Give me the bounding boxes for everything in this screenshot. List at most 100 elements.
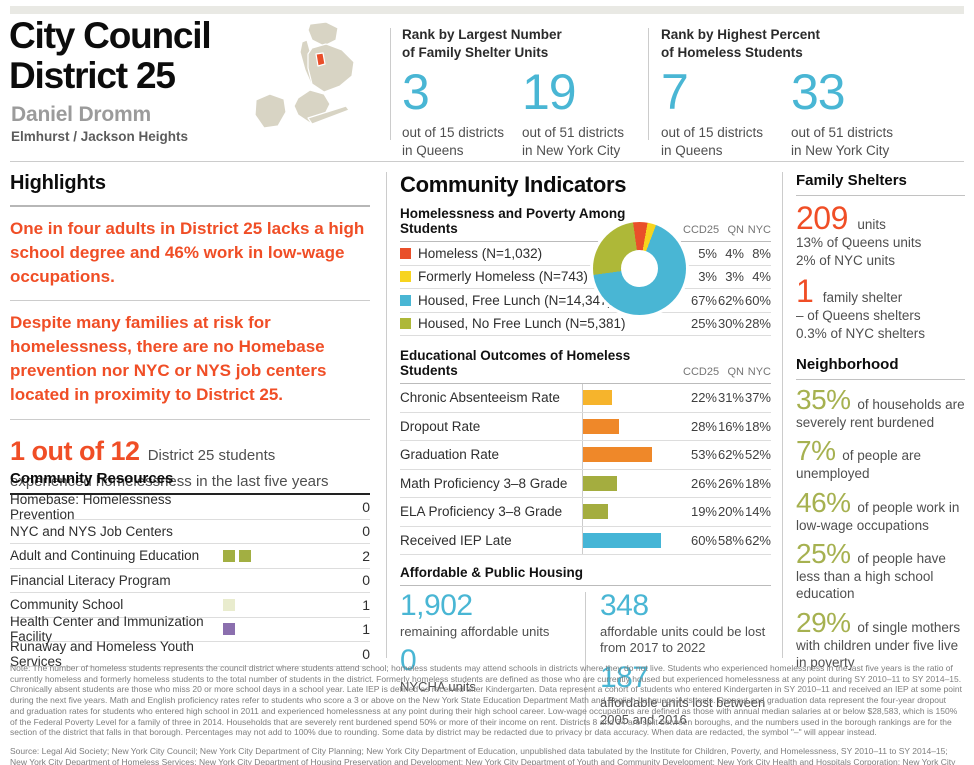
- rank-stat-nyc: 33 out of 51 districts in New York City: [791, 64, 921, 160]
- rank-label: Rank by Highest Percent of Homeless Stud…: [661, 27, 821, 61]
- resource-count: 0: [362, 572, 370, 589]
- map-district-25-highlight: [315, 52, 326, 67]
- column-header: CCD25: [683, 224, 720, 236]
- header-divider-2: [648, 28, 649, 140]
- resource-count: 0: [362, 645, 370, 662]
- highlights-title: Highlights: [10, 172, 370, 207]
- rank-caption: out of 51 districts in New York City: [791, 124, 894, 159]
- neighborhood-title: Neighborhood: [796, 356, 965, 381]
- legend-swatch: [400, 271, 411, 283]
- highlight-stat: 1 out of 12 District 25 students experie…: [10, 420, 370, 493]
- neighborhood-stat: 25% of people have less than a high scho…: [796, 537, 965, 603]
- column-header: QN: [727, 224, 745, 236]
- stat-value: 209: [796, 200, 848, 236]
- stat-value: 25%: [796, 537, 851, 569]
- rank-value: 7: [661, 64, 689, 121]
- table-row: Received IEP Late 60% 58% 62%: [400, 526, 771, 555]
- educational-outcomes-table: Educational Outcomes of Homeless Student…: [400, 348, 771, 555]
- rank-stat-queens: 3 out of 15 districts in Queens: [402, 64, 522, 160]
- table-row: Math Proficiency 3–8 Grade 26% 26% 18%: [400, 469, 771, 498]
- stat-value: 348: [600, 589, 649, 622]
- highlight-stat-text: experienced homelessness in the last fiv…: [10, 472, 329, 490]
- nyc-district-map: [254, 21, 355, 129]
- shelter-stat: 209 units 13% of Queens units 2% of NYC …: [796, 200, 922, 268]
- top-accent-bar: [10, 6, 964, 14]
- column-header: QN: [727, 366, 745, 378]
- housing-stat: 187 affordable units lost between 2005 a…: [600, 663, 771, 729]
- shelter-stat: 1 family shelter – of Queens shelters 0.…: [796, 273, 926, 341]
- table-row: Chronic Absenteeism Rate 22% 31% 37%: [400, 384, 771, 413]
- table-row: Housed, Free Lunch (N=14,347) 67% 62% 60…: [400, 289, 771, 313]
- table-row: Dropout Rate 28% 16% 18%: [400, 412, 771, 441]
- poverty-table-header: Homelessness and Poverty Among Students …: [400, 206, 771, 242]
- donut-chart-hole: [621, 250, 658, 287]
- stat-caption: remaining affordable units: [400, 623, 550, 639]
- housing-stat: 0 NYCHA units: [400, 644, 585, 695]
- stat-value: 0: [400, 644, 417, 678]
- stat-text: of households are severely rent burdened: [796, 397, 965, 431]
- column-header: CCD25: [683, 366, 720, 378]
- resource-markers: [223, 598, 340, 611]
- resource-count: 1: [362, 621, 370, 638]
- stat-text: of people are unemployed: [796, 448, 922, 482]
- page-title: City Council District 25: [9, 16, 212, 96]
- highlight-paragraph: One in four adults in District 25 lacks …: [10, 207, 370, 302]
- stat-caption: affordable units could be lost from 2017…: [600, 623, 766, 656]
- highlight-paragraph: Despite many families at risk for homele…: [10, 301, 370, 420]
- bar: [583, 418, 620, 434]
- stat-value: 46%: [796, 486, 851, 518]
- footnote: Note: The number of homeless students re…: [10, 663, 962, 738]
- community-indicators-section: Community Indicators Homelessness and Po…: [400, 172, 771, 736]
- table-row: Graduation Rate 53% 62% 52%: [400, 441, 771, 470]
- community-resources-section: Community Resources Homebase: Homelessne…: [10, 470, 370, 669]
- sidebar: Family Shelters 209 units 13% of Queens …: [796, 172, 965, 671]
- footer: Note: The number of homeless students re…: [10, 663, 962, 765]
- rank-value: 33: [791, 64, 846, 121]
- header-rule: [10, 161, 964, 162]
- column-header: NYC: [747, 366, 771, 378]
- stat-unit: family shelter: [822, 290, 903, 306]
- map-bronx: [307, 21, 339, 47]
- affordable-housing-section: Affordable & Public Housing 1,902 remain…: [400, 565, 771, 736]
- highlight-stat-value: 1 out of 12: [10, 435, 140, 466]
- rank-stat-nyc: 19 out of 51 districts in New York City: [522, 68, 642, 160]
- stat-value: 35%: [796, 384, 851, 416]
- housing-stat: 348 affordable units could be lost from …: [600, 589, 771, 657]
- table-row: Housed, No Free Lunch (N=5,381) 25% 30% …: [400, 313, 771, 336]
- stat-text: of single mothers with children under fi…: [796, 619, 961, 670]
- resource-markers: [223, 623, 340, 636]
- housing-stats: 1,902 remaining affordable units 0 NYCHA…: [400, 589, 771, 736]
- community-indicators-title: Community Indicators: [400, 172, 627, 197]
- rank-stat-queens: 7 out of 15 districts in Queens: [661, 64, 791, 160]
- bar: [583, 532, 661, 548]
- page-title-line2: District 25: [9, 54, 176, 96]
- map-rockaway: [307, 105, 350, 125]
- rank-caption: out of 15 districts in Queens: [402, 124, 505, 159]
- council-member-name: Daniel Dromm: [11, 103, 151, 126]
- neighborhood-stat: 35% of households are severely rent burd…: [796, 386, 965, 431]
- table-row: Formerly Homeless (N=743) 3% 3% 4%: [400, 266, 771, 289]
- rank-caption: out of 15 districts in Queens: [661, 124, 764, 159]
- stat-value: 1,902: [400, 589, 473, 622]
- housing-header: Affordable & Public Housing: [400, 565, 771, 586]
- legend-swatch: [400, 247, 411, 259]
- neighborhood-stat: 46% of people work in low-wage occupatio…: [796, 486, 965, 534]
- table-row: Homeless (N=1,032) 5% 4% 8%: [400, 242, 771, 266]
- legend-swatch: [400, 318, 411, 330]
- table-row: ELA Proficiency 3–8 Grade 19% 20% 14%: [400, 498, 771, 527]
- neighborhood-stat: 29% of single mothers with children unde…: [796, 606, 965, 672]
- table-row: Community School 1: [10, 593, 370, 618]
- bar: [583, 475, 617, 491]
- highlight-stat-text: District 25 students: [147, 446, 276, 464]
- map-queens: [307, 43, 355, 93]
- stat-caption: affordable units lost between 2005 and 2…: [600, 695, 766, 727]
- stat-value: 29%: [796, 606, 851, 638]
- source-note: Source: Legal Aid Society; New York City…: [10, 745, 956, 765]
- bar: [583, 504, 608, 520]
- rank-value: 3: [402, 64, 430, 121]
- housing-stat: 1,902 remaining affordable units: [400, 589, 585, 640]
- resource-count: 1: [362, 596, 370, 613]
- table-row: Homebase: Homelessness Prevention 0: [10, 491, 370, 522]
- column-divider-left: [386, 172, 387, 658]
- resource-count: 0: [362, 523, 370, 540]
